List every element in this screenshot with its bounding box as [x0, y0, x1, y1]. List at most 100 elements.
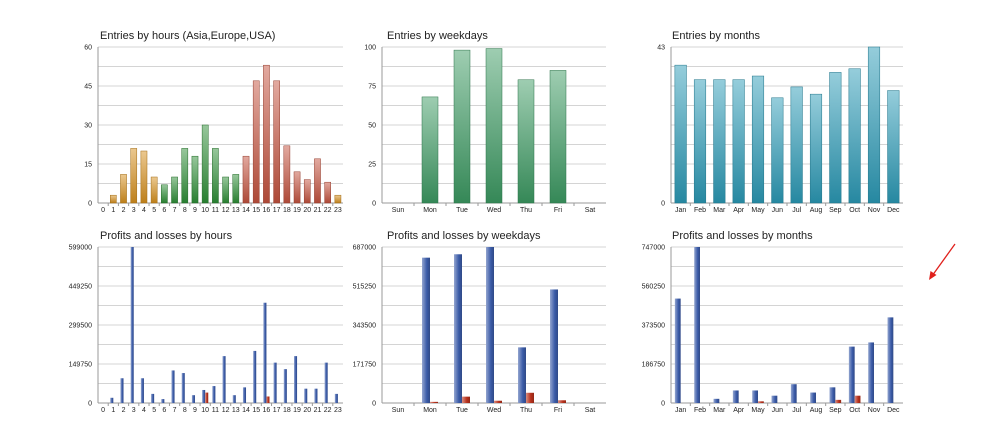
x-tick-label: Apr: [733, 407, 745, 414]
profit-bar-8: [181, 373, 185, 403]
loss-bar-Wed: [494, 400, 502, 403]
x-tick-label: Wed: [487, 407, 501, 414]
x-tick-label: 14: [242, 207, 250, 214]
bar-Apr: [732, 79, 745, 204]
profit-bar-22: [324, 362, 328, 403]
x-tick-label: Sun: [392, 207, 405, 214]
bar-15: [252, 80, 260, 204]
x-tick-label: Aug: [810, 207, 823, 214]
chart-title: Profits and losses by hours: [100, 230, 233, 242]
bar-Feb: [693, 79, 707, 204]
profit-bar-1: [110, 397, 114, 403]
x-tick-label: 12: [222, 407, 230, 414]
bar-Wed: [485, 48, 503, 204]
x-tick-label: 8: [183, 207, 187, 214]
x-tick-label: Apr: [733, 207, 745, 214]
x-tick-label: Sat: [585, 407, 596, 414]
profit-bar-Mon: [422, 257, 430, 403]
x-tick-label: 2: [122, 407, 126, 414]
bar-1: [110, 194, 117, 204]
x-tick-label: 3: [132, 407, 136, 414]
x-tick-label: May: [751, 207, 765, 214]
x-tick-label: 1: [111, 207, 115, 214]
bar-Mar: [713, 79, 726, 204]
y-tick-label: 599000: [69, 245, 92, 252]
loss-bar-Thu: [526, 392, 534, 403]
x-tick-label: 13: [232, 207, 240, 214]
chart-title: Entries by months: [672, 30, 761, 42]
bar-Jul: [790, 86, 803, 204]
y-tick-label: 449250: [69, 284, 92, 291]
y-tick-label: 75: [368, 84, 376, 91]
bar-Aug: [809, 93, 823, 204]
x-tick-label: 19: [293, 407, 301, 414]
bar-May: [751, 75, 765, 204]
loss-bar-Fri: [558, 400, 566, 403]
bar-19: [293, 171, 301, 204]
y-tick-label: 515250: [353, 284, 376, 291]
x-tick-label: 12: [222, 207, 230, 214]
bar-Fri: [549, 70, 567, 204]
bar-4: [140, 150, 148, 204]
profit-bar-18: [283, 369, 287, 403]
x-tick-label: 0: [101, 407, 105, 414]
bar-11: [212, 148, 219, 204]
bar-10: [201, 124, 209, 204]
x-tick-label: 17: [273, 407, 281, 414]
y-tick-label: 60: [84, 45, 92, 52]
bar-Dec: [887, 90, 900, 204]
x-tick-label: Feb: [694, 407, 706, 414]
bar-13: [232, 174, 240, 204]
profit-bar-Tue: [454, 254, 462, 403]
loss-bar-16: [266, 396, 270, 403]
chart-6: Profits and losses by months 0 186750 37350…: [642, 230, 903, 414]
x-tick-label: Jul: [792, 207, 801, 214]
profit-bar-2: [120, 378, 124, 403]
profit-bar-Fri: [550, 289, 558, 403]
x-tick-label: Jul: [792, 407, 801, 414]
y-tick-label: 45: [84, 84, 92, 91]
profit-bar-Feb: [694, 247, 700, 403]
x-tick-label: 7: [173, 207, 177, 214]
x-tick-label: Oct: [849, 407, 860, 414]
x-tick-label: 9: [193, 407, 197, 414]
x-tick-label: 2: [122, 207, 126, 214]
profit-bar-Sep: [829, 387, 836, 403]
x-tick-label: 14: [242, 407, 250, 414]
profit-bar-4: [140, 378, 144, 403]
profit-bar-15: [253, 350, 257, 403]
x-tick-label: 21: [314, 407, 322, 414]
y-tick-label: 186750: [642, 362, 665, 369]
x-tick-label: Wed: [487, 207, 501, 214]
x-tick-label: 9: [193, 207, 197, 214]
loss-bar-Sep: [835, 399, 842, 403]
y-tick-label: 30: [84, 123, 92, 130]
y-tick-label: 373500: [642, 323, 665, 330]
y-tick-label: 299500: [69, 323, 92, 330]
profit-bar-Nov: [868, 342, 874, 403]
profit-bar-Thu: [518, 347, 526, 403]
x-tick-label: 10: [201, 207, 209, 214]
bar-3: [130, 148, 138, 204]
profit-bar-14: [242, 387, 247, 403]
chart-5: Profits and losses by weekdays 0 171750 343…: [353, 230, 606, 414]
profit-bar-23: [334, 393, 338, 403]
bar-16: [263, 64, 270, 204]
bar-21: [314, 158, 321, 204]
y-tick-label: 0: [372, 401, 376, 408]
x-tick-label: Fri: [554, 407, 563, 414]
profit-bar-Aug: [810, 392, 816, 403]
profit-bar-May: [752, 390, 758, 403]
bar-Nov: [867, 46, 881, 204]
bar-8: [181, 148, 189, 204]
y-tick-label: 100: [364, 45, 376, 52]
bar-Jan: [674, 64, 687, 204]
x-tick-label: 22: [324, 207, 332, 214]
x-tick-label: Feb: [694, 207, 706, 214]
x-tick-label: Sun: [392, 407, 405, 414]
bar-Thu: [517, 79, 535, 204]
profit-bar-6: [161, 399, 165, 403]
x-tick-label: 23: [334, 207, 342, 214]
x-tick-label: Jun: [772, 207, 783, 214]
